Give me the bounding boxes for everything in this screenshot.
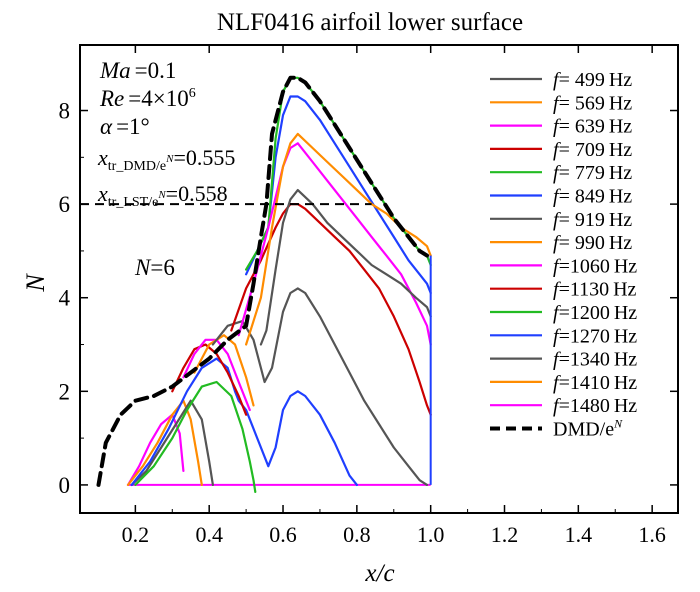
y-tick-label: 2 <box>59 379 71 404</box>
series-line-f-639-hz <box>237 142 432 346</box>
series-line-f-849-hz <box>245 95 432 295</box>
x-tick-label: 0.2 <box>122 522 150 547</box>
legend-label: f=1200 Hz <box>553 302 637 324</box>
legend-label: f= 499 Hz <box>553 69 632 91</box>
legend-label: f= 709 Hz <box>553 139 632 161</box>
legend-item-f-1200-hz: f=1200 Hz <box>490 302 637 324</box>
legend-item-f-639-hz: f= 639 Hz <box>490 116 632 138</box>
legend-item-f-1480-hz: f=1480 Hz <box>490 395 637 417</box>
chart-title: NLF0416 airfoil lower surface <box>217 9 523 36</box>
legend-label: f=1340 Hz <box>553 349 637 371</box>
series-line-dmd-e-n <box>96 75 429 487</box>
legend-item-f-849-hz: f= 849 Hz <box>490 186 632 208</box>
series-layer <box>96 75 432 493</box>
xtr-lst-annotation: xtr_LST/eN=0.558 <box>97 181 228 210</box>
legend-item-f-1340-hz: f=1340 Hz <box>490 349 637 371</box>
x-axis-label: x/c <box>364 560 394 587</box>
legend-item-f-1060-hz: f=1060 Hz <box>490 255 637 277</box>
series-line-f-919-hz <box>211 287 429 486</box>
alpha-annotation: α =1° <box>100 114 150 139</box>
legend-item-f-990-hz: f= 990 Hz <box>490 232 632 254</box>
x-tick-label: 1.0 <box>417 522 445 547</box>
y-tick-label: 0 <box>59 473 71 498</box>
legend-item-f-1130-hz: f=1130 Hz <box>490 279 637 301</box>
series-line-f-1340-hz <box>130 399 214 486</box>
series-line-f-1200-hz <box>134 380 257 493</box>
legend-label: f= 569 Hz <box>553 92 632 114</box>
legend-item-dmd-e-n: DMD/eN <box>490 417 623 441</box>
legend-item-f-499-hz: f= 499 Hz <box>490 69 632 91</box>
legend-item-f-779-hz: f= 779 Hz <box>490 162 632 184</box>
series-line-f-1480-hz <box>126 413 185 486</box>
y-tick-label: 6 <box>59 192 71 217</box>
series-line-f-499-hz <box>259 189 432 346</box>
series-line-f-709-hz <box>230 203 432 416</box>
legend-label: f=1410 Hz <box>553 372 637 394</box>
xtr-dmd-annotation: xtr_DMD/eN=0.555 <box>97 145 235 174</box>
legend-label: f=1130 Hz <box>553 279 637 301</box>
legend-label: f= 849 Hz <box>553 186 632 208</box>
x-tick-label: 1.2 <box>491 522 519 547</box>
legend-item-f-709-hz: f= 709 Hz <box>490 139 632 161</box>
legend-label: f= 639 Hz <box>553 116 632 138</box>
series-line-f-1270-hz <box>130 357 358 486</box>
series-line-f-1130-hz <box>171 343 248 416</box>
ma-annotation: Ma =0.1 <box>99 58 176 83</box>
legend-label: f=1480 Hz <box>553 395 637 417</box>
ticks-layer: 0.2 0.4 0.6 0.8 1.0 1.2 1.4 1.6 0 2 4 6 8 <box>59 45 678 547</box>
y-tick-label: 4 <box>59 286 71 311</box>
x-tick-label: 0.4 <box>195 522 223 547</box>
legend-label: f=1060 Hz <box>553 255 637 277</box>
x-tick-label: 1.4 <box>565 522 593 547</box>
n-threshold-annotation: N=6 <box>134 255 175 280</box>
legend-item-f-919-hz: f= 919 Hz <box>490 209 632 231</box>
x-tick-label: 1.6 <box>638 522 666 547</box>
x-tick-label: 0.6 <box>269 522 297 547</box>
legend-item-f-1410-hz: f=1410 Hz <box>490 372 637 394</box>
legend-label: f=1270 Hz <box>553 325 637 347</box>
legend-label: f= 779 Hz <box>553 162 632 184</box>
legend-label: f= 990 Hz <box>553 232 632 254</box>
y-tick-label: 8 <box>59 99 71 124</box>
legend-item-f-1270-hz: f=1270 Hz <box>490 325 637 347</box>
plot-frame <box>79 44 679 514</box>
x-tick-label: 0.8 <box>343 522 371 547</box>
legend-label: f= 919 Hz <box>553 209 632 231</box>
series-line-f-569-hz <box>245 132 432 346</box>
re-annotation: Re =4×106 <box>99 86 196 111</box>
legend: f= 499 Hzf= 569 Hzf= 639 Hzf= 709 Hzf= 779 Hz… <box>490 69 637 441</box>
y-axis-label: N <box>21 273 50 293</box>
legend-label: DMD/eN <box>553 417 623 441</box>
legend-item-f-569-hz: f= 569 Hz <box>490 92 632 114</box>
